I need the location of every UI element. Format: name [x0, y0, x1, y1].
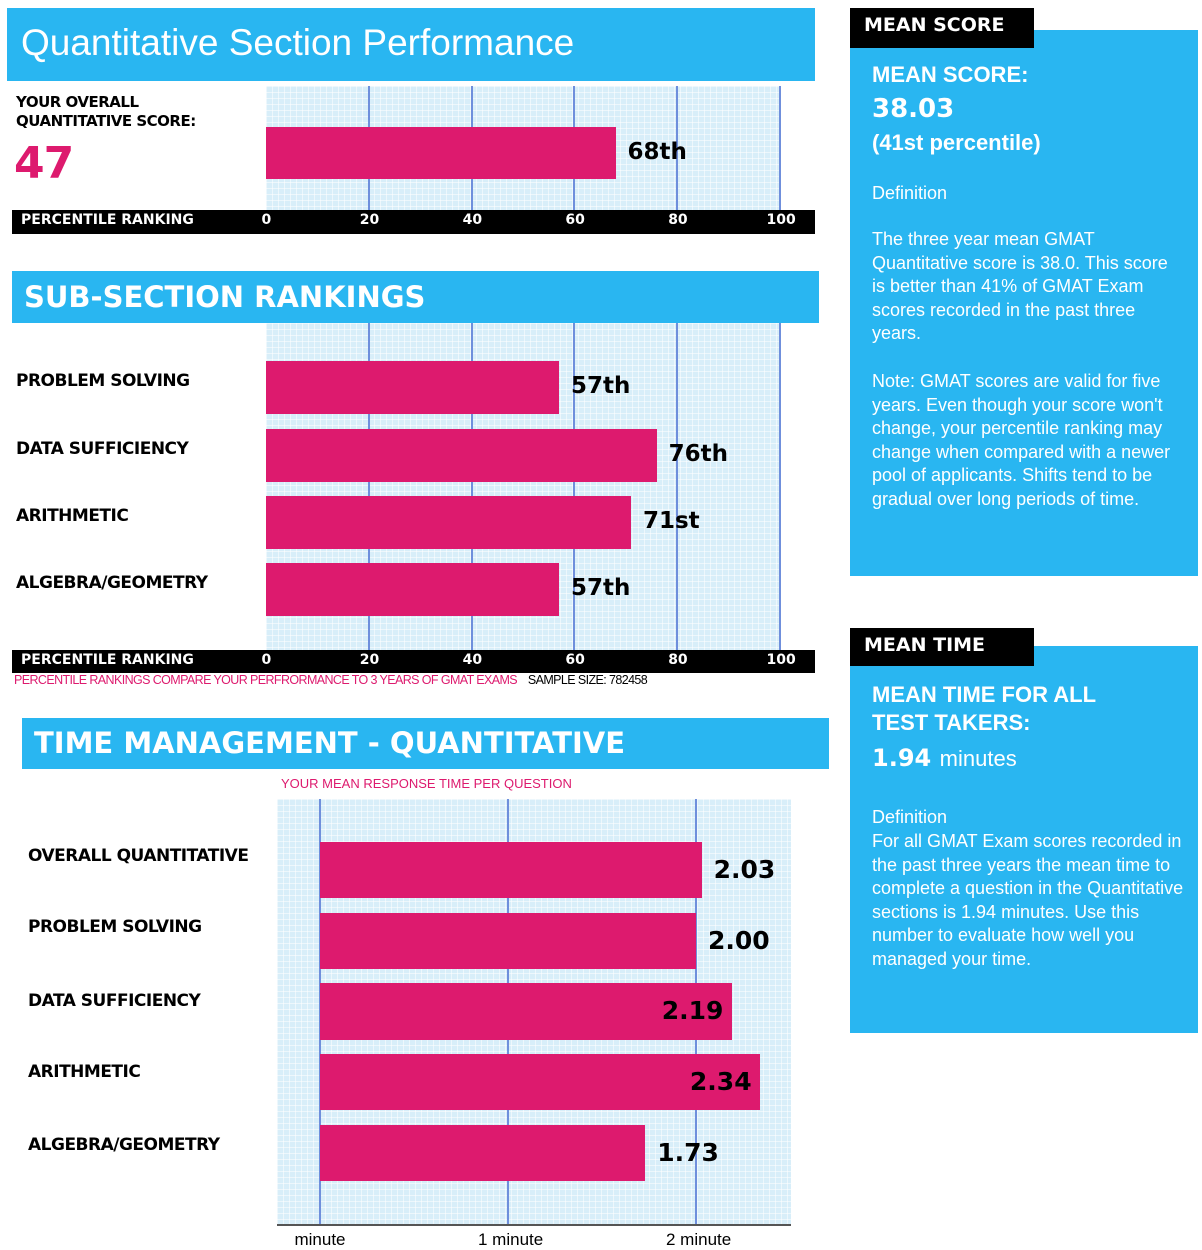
- tick-label: 40: [462, 652, 483, 668]
- mean-score-heading: MEAN SCORE:: [872, 62, 1029, 87]
- bar-overall: [266, 127, 616, 179]
- tick-label: 100: [766, 652, 796, 668]
- gridline: [676, 323, 679, 650]
- mean-time-value-row: 1.94 minutes: [872, 744, 1017, 772]
- axis-title: PERCENTILE RANKING: [21, 652, 194, 668]
- time-banner: TIME MANAGEMENT - QUANTITATIVE: [22, 718, 829, 769]
- gridline: [470, 323, 473, 650]
- tick-label: 1 minute: [478, 1230, 544, 1249]
- axis-bar: PERCENTILE RANKING 0 20 40 60 80 100: [12, 210, 815, 234]
- mean-time-tag: MEAN TIME: [850, 628, 1034, 666]
- category-label: ARITHMETIC: [28, 1062, 141, 1082]
- gridline: [573, 323, 576, 650]
- tick-label: 80: [668, 652, 688, 668]
- tick-label: 20: [359, 212, 380, 228]
- mean-score-definition: The three year mean GMAT Quantitative sc…: [872, 229, 1168, 343]
- category-label: PROBLEM SOLVING: [16, 371, 190, 391]
- bar-problem-solving: [320, 913, 696, 969]
- mean-time-definition: For all GMAT Exam scores recorded in the…: [872, 831, 1184, 969]
- category-label: PROBLEM SOLVING: [28, 917, 202, 937]
- axis-bar: PERCENTILE RANKING 0 20 40 60 80 100: [12, 650, 815, 673]
- value-label: 68th: [627, 138, 687, 165]
- category-label: DATA SUFFICIENCY: [28, 991, 201, 1011]
- bar-data-sufficiency: [320, 983, 732, 1040]
- subsection-title: SUB-SECTION RANKINGS: [24, 280, 426, 314]
- tick-label: 100: [766, 212, 796, 228]
- performance-banner: Quantitative Section Performance: [7, 8, 815, 81]
- bar-arithmetic: [320, 1054, 760, 1110]
- x-axis-line: [277, 1224, 791, 1226]
- tick-label: 2 minute: [666, 1230, 732, 1249]
- mean-time-panel: [850, 646, 1198, 1033]
- mean-score-definition-label: Definition: [872, 183, 948, 203]
- tick-label: 60: [565, 652, 585, 668]
- axis-title: PERCENTILE RANKING: [21, 212, 194, 228]
- tick-label: 80: [668, 212, 688, 228]
- bar-algebra-geometry: [320, 1125, 646, 1181]
- tick-label: 40: [462, 212, 483, 228]
- mean-score-value: 38.03: [872, 94, 955, 124]
- category-label: ALGEBRA/GEOMETRY: [28, 1135, 220, 1155]
- mean-time-unit: minutes: [939, 746, 1017, 771]
- mean-score-panel: [850, 30, 1198, 576]
- bar-problem-solving: [266, 361, 559, 414]
- footnote-text: PERCENTILE RANKINGS COMPARE YOUR PERFROR…: [14, 673, 518, 687]
- gridline: [367, 323, 370, 650]
- value-label: 1.73: [657, 1137, 719, 1167]
- category-label: DATA SUFFICIENCY: [16, 439, 189, 459]
- value-label: 2.19: [661, 996, 724, 1025]
- tick-label: 0: [261, 652, 272, 668]
- performance-title: Quantitative Section Performance: [21, 22, 575, 63]
- value-label: 76th: [668, 441, 729, 468]
- mean-time-heading-line1: MEAN TIME FOR ALL: [872, 682, 1097, 707]
- bar-overall-quantitative: [320, 842, 702, 898]
- gridline: [779, 323, 781, 650]
- subsection-banner: SUB-SECTION RANKINGS: [12, 271, 819, 323]
- value-label: 2.03: [713, 854, 776, 884]
- time-title: TIME MANAGEMENT - QUANTITATIVE: [34, 726, 626, 760]
- tick-label: minute: [294, 1230, 346, 1249]
- tick-label: 0: [261, 212, 272, 228]
- value-label: 57th: [570, 575, 631, 602]
- mean-time-definition-label: Definition: [872, 807, 948, 827]
- time-subtitle: YOUR MEAN RESPONSE TIME PER QUESTION: [281, 776, 572, 791]
- value-label: 57th: [570, 373, 631, 400]
- overall-score: 47: [14, 138, 74, 189]
- sample-size: SAMPLE SIZE: 782458: [527, 673, 648, 687]
- tick-label: 20: [359, 652, 380, 668]
- bar-algebra-geometry: [266, 563, 559, 616]
- value-label: 2.34: [689, 1066, 752, 1096]
- mean-score-tag: MEAN SCORE: [850, 8, 1034, 48]
- gridline: [779, 86, 781, 210]
- mean-score-note: Note: GMAT scores are valid for five yea…: [872, 371, 1171, 509]
- tick-label: 60: [565, 212, 585, 228]
- percentile-footnote: PERCENTILE RANKINGS COMPARE YOUR PERFROR…: [14, 673, 648, 687]
- bar-arithmetic: [266, 496, 631, 549]
- score-label-line1: YOUR OVERALL: [16, 93, 139, 111]
- value-label: 2.00: [708, 925, 770, 955]
- gridline: [676, 86, 679, 210]
- category-label: ARITHMETIC: [16, 506, 129, 526]
- value-label: 71st: [642, 508, 700, 535]
- mean-time-heading-line2: TEST TAKERS:: [872, 710, 1031, 735]
- mean-time-value: 1.94: [872, 744, 932, 772]
- mean-score-percentile: (41st percentile): [872, 130, 1041, 155]
- score-label-line2: QUANTITATIVE SCORE:: [16, 112, 196, 130]
- bar-data-sufficiency: [266, 429, 657, 482]
- category-label: OVERALL QUANTITATIVE: [28, 846, 249, 866]
- category-label: ALGEBRA/GEOMETRY: [16, 573, 208, 593]
